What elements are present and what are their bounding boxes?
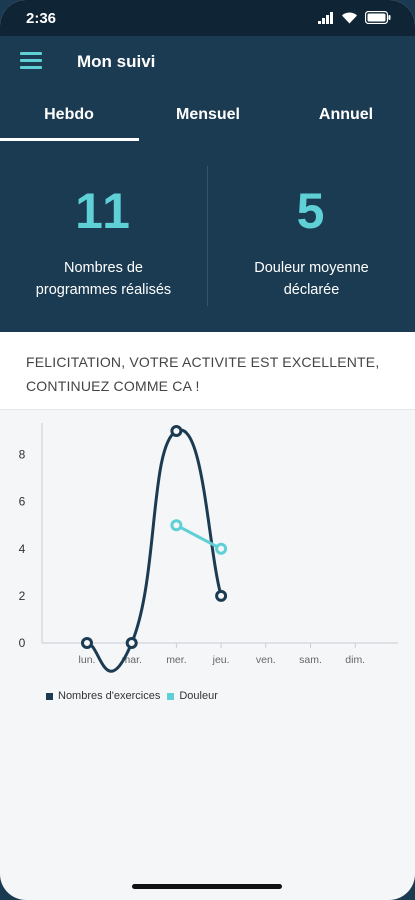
tab-annuel[interactable]: Annuel — [318, 106, 374, 123]
feedback-line2: CONTINUEZ COMME CA ! — [26, 378, 200, 394]
x-tick-label: mer. — [166, 654, 186, 666]
stat-programmes: 11 Nombres de programmes réalisés — [0, 164, 207, 301]
feedback-banner: FELICITATION, VOTRE ACTIVITE EST EXCELLE… — [0, 332, 415, 410]
status-icons — [318, 11, 391, 24]
legend-item-pain: Douleur — [167, 690, 218, 702]
header-panel: Mon suivi Hebdo Mensuel Annuel 11 Nombre… — [0, 36, 415, 332]
x-tick-label: ven. — [256, 654, 276, 666]
app-bar: Mon suivi — [0, 36, 415, 92]
stat-programmes-value: 11 — [75, 183, 132, 239]
y-tick-label: 2 — [19, 589, 26, 603]
period-tabs: Hebdo Mensuel Annuel — [0, 100, 415, 142]
wifi-icon — [342, 12, 357, 24]
signal-icon — [318, 11, 333, 24]
legend-swatch-exercises — [46, 692, 53, 700]
tab-hebdo[interactable]: Hebdo — [44, 106, 94, 123]
active-tab-indicator — [0, 138, 139, 141]
status-bar: 2:36 — [0, 0, 415, 36]
x-tick-label: lun. — [79, 654, 96, 666]
x-tick-label: dim. — [345, 654, 365, 666]
page-title: Mon suivi — [77, 52, 156, 71]
stat-douleur-value: 5 — [296, 183, 327, 239]
y-tick-label: 8 — [19, 448, 26, 462]
data-point-exercises — [81, 637, 93, 649]
stats-row: 11 Nombres de programmes réalisés 5 Doul… — [0, 164, 415, 309]
home-indicator[interactable] — [132, 884, 282, 889]
x-tick-label: sam. — [299, 654, 322, 666]
data-point-pain — [170, 519, 183, 532]
y-tick-label: 0 — [19, 636, 26, 650]
legend-label-pain: Douleur — [179, 690, 218, 702]
battery-icon — [365, 11, 391, 24]
stat-douleur: 5 Douleur moyenne déclarée — [208, 164, 415, 301]
status-time: 2:36 — [26, 10, 57, 27]
legend-label-exercises: Nombres d'exercices — [58, 690, 161, 702]
weekly-chart: 0 2 4 6 8 lun. mar. mer. jeu. ven. sam. dim. — [0, 411, 415, 751]
feedback-line1: FELICITATION, VOTRE ACTIVITE EST EXCELLE… — [26, 354, 380, 370]
stat-programmes-label-line1: Nombres de — [64, 260, 143, 276]
stat-programmes-label: Nombres de programmes réalisés — [0, 257, 207, 301]
stats-divider — [207, 166, 208, 306]
x-tick-label: jeu. — [212, 654, 230, 666]
data-point-exercises — [170, 425, 183, 437]
tab-mensuel[interactable]: Mensuel — [175, 106, 240, 123]
y-tick-label: 6 — [19, 495, 26, 509]
y-tick-label: 4 — [19, 542, 26, 556]
stat-douleur-label: Douleur moyenne déclarée — [208, 257, 415, 301]
legend-item-exercises: Nombres d'exercices — [46, 690, 160, 702]
hamburger-menu-icon[interactable] — [20, 52, 42, 70]
series-line-pain — [175, 523, 222, 551]
data-point-pain — [215, 542, 228, 555]
stat-douleur-label-line1: Douleur moyenne — [254, 260, 369, 276]
data-point-exercises — [125, 637, 138, 649]
chart-legend: Nombres d'exercices Douleur — [46, 690, 225, 702]
stat-douleur-label-line2: déclarée — [283, 282, 340, 298]
legend-swatch-pain — [167, 692, 175, 700]
stat-programmes-label-line2: programmes réalisés — [35, 282, 172, 298]
data-point-exercises — [215, 589, 228, 602]
series-line-exercises — [86, 428, 223, 673]
